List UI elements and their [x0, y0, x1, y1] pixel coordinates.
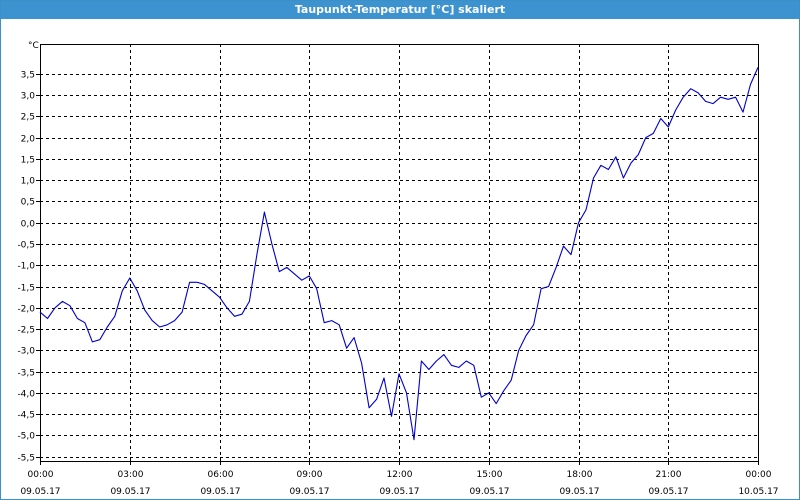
x-tick-date-label: 09.05.17 — [200, 487, 240, 497]
y-tick-label: 3,5 — [21, 71, 35, 81]
y-tick-label: -4,5 — [17, 411, 35, 421]
y-tick-label: -3,0 — [17, 347, 35, 357]
y-tick-label: -2,5 — [17, 326, 35, 336]
y-tick-label: 1,5 — [21, 156, 35, 166]
x-tick-time-label: 21:00 — [656, 470, 682, 480]
y-axis-ticks: 3,5 3,0 2,5 2,0 1,5 1,0 0,5 0,0 -0,5 -1,0 -1,5 -2,0… — [17, 71, 40, 464]
x-tick-time-label: 00:00 — [28, 470, 54, 480]
y-tick-label: -5,5 — [17, 454, 35, 464]
y-tick-label: 0,0 — [21, 220, 36, 230]
x-tick-date-label: 09.05.17 — [110, 487, 150, 497]
x-tick-time-label: 15:00 — [477, 470, 503, 480]
y-tick-label: 0,5 — [21, 198, 35, 208]
y-tick-label: 1,0 — [21, 177, 36, 187]
x-tick-date-label: 09.05.17 — [379, 487, 419, 497]
dewpoint-line-chart: 3,5 3,0 2,5 2,0 1,5 1,0 0,5 0,0 -0,5 -1,0 -1,5 -2,0… — [17, 41, 779, 497]
x-tick-date-label: 10.05.17 — [738, 487, 778, 497]
x-tick-date-label: 09.05.17 — [469, 487, 509, 497]
x-tick-date-label: 09.05.17 — [559, 487, 599, 497]
y-tick-label: -0,5 — [17, 241, 35, 251]
y-tick-label: -2,0 — [17, 305, 35, 315]
series — [39, 67, 759, 441]
y-tick-label: -5,0 — [17, 432, 35, 442]
series-line-dewpoint — [39, 67, 759, 441]
y-tick-label: -3,5 — [17, 369, 35, 379]
x-tick-time-label: 18:00 — [567, 470, 593, 480]
grid — [40, 44, 758, 461]
y-tick-label: -1,0 — [17, 262, 35, 272]
y-tick-label: 3,0 — [21, 92, 36, 102]
x-tick-time-label: 06:00 — [208, 470, 234, 480]
x-axis-ticks: 00:00 09.05.17 03:00 09.05.17 06:00 09.05.17 0… — [20, 461, 779, 497]
x-tick-time-label: 12:00 — [387, 470, 413, 480]
y-tick-label: 2,5 — [21, 113, 35, 123]
x-tick-date-label: 09.05.17 — [289, 487, 329, 497]
x-tick-time-label: 09:00 — [297, 470, 323, 480]
y-tick-label: 2,0 — [21, 135, 36, 145]
x-tick-time-label: 00:00 — [746, 470, 772, 480]
window-title: Taupunkt-Temperatur [°C] skaliert — [1, 1, 799, 19]
y-tick-label: -1,5 — [17, 284, 35, 294]
x-tick-time-label: 03:00 — [118, 470, 144, 480]
x-tick-date-label: 09.05.17 — [648, 487, 688, 497]
y-tick-label: -4,0 — [17, 390, 35, 400]
x-tick-date-label: 09.05.17 — [20, 487, 60, 497]
y-axis-unit-label: °C — [28, 41, 39, 51]
